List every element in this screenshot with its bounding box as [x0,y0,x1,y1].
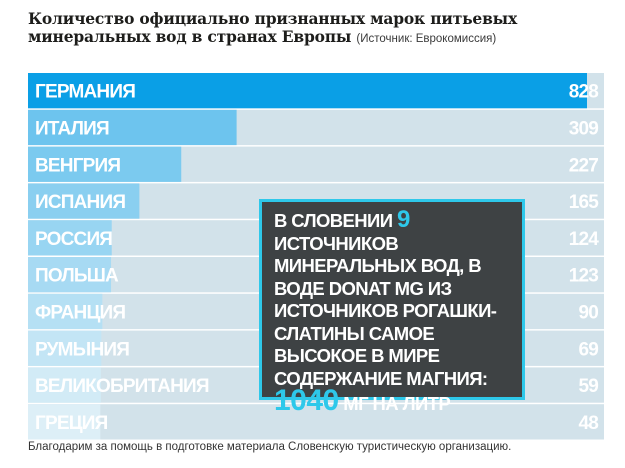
category-label: ПОЛЬША [35,266,119,287]
category-label: ИТАЛИЯ [35,118,109,139]
value-label: 123 [569,266,599,287]
value-label: 124 [569,229,600,250]
category-label: ИСПАНИЯ [35,192,125,213]
category-label: ФРАНЦИЯ [35,302,125,323]
bar [28,404,101,440]
value-label: 165 [569,192,600,213]
value-label: 59 [578,376,598,397]
value-label: 828 [569,82,599,103]
bar [28,146,182,182]
bar [28,109,237,146]
callout-sources-count: 9 [396,206,410,233]
bar [28,73,587,109]
footer-credit: Благодарим за помощь в подготовке матери… [28,441,512,453]
bar [28,330,102,366]
slovenia-callout: В Словении 9 источников минеральных вод,… [259,199,525,416]
callout-part2: источников минеральных вод, в воде Donat… [274,232,497,389]
bar [28,257,112,293]
category-label: РОССИЯ [35,229,112,250]
category-label: ВЕЛИКОБРИТАНИЯ [35,376,209,397]
category-label: ГРЕЦИЯ [35,413,108,434]
value-label: 48 [578,413,598,434]
value-label: 90 [578,302,598,323]
category-label: ВЕНГРИЯ [35,155,120,176]
bar [28,183,140,219]
callout-text: В Словении 9 источников минеральных вод,… [274,206,512,417]
bar [28,293,103,330]
value-label: 69 [578,339,598,360]
callout-magnesium-value: 1040 [274,384,339,417]
bar [28,220,112,256]
category-label: РУМЫНИЯ [35,339,129,360]
bar [28,367,101,403]
callout-unit: мг на литр [338,393,451,414]
value-label: 309 [569,118,599,139]
category-label: ГЕРМАНИЯ [35,82,135,103]
chart-title-text: Количество официально признанных марок п… [28,9,518,46]
chart-source: (Источник: Еврокомиссия) [356,33,497,45]
bar-track [28,404,604,440]
value-label: 227 [569,155,599,176]
callout-part1: В Словении [274,210,397,231]
chart-title: Количество официально признанных марок п… [28,10,608,48]
